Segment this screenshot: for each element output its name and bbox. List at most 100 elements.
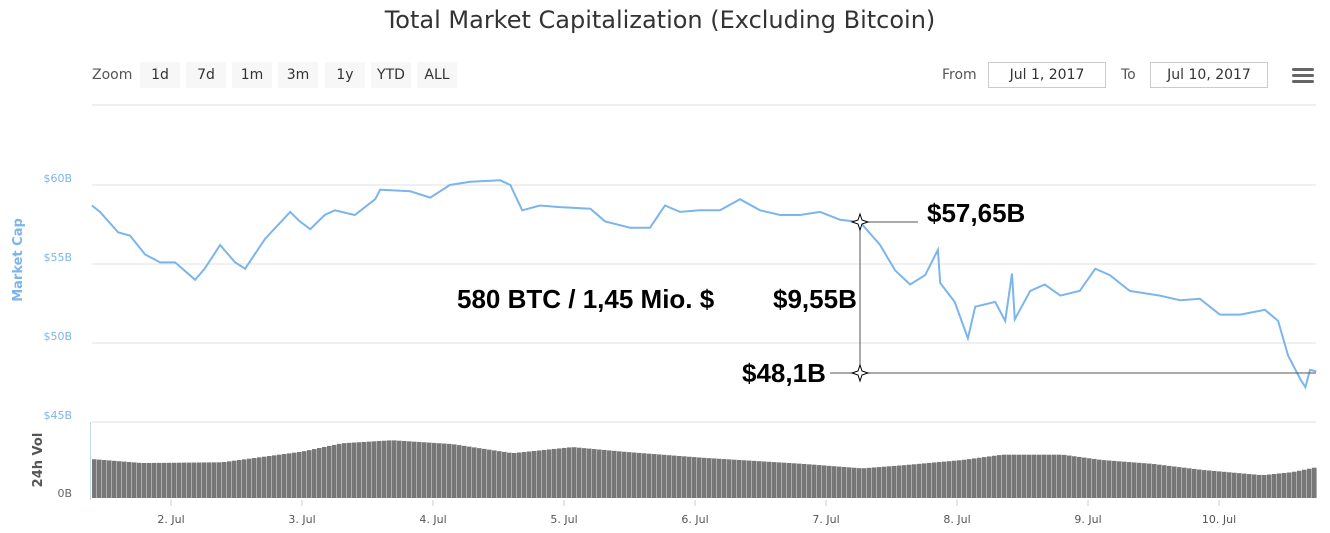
volume-bar	[912, 464, 917, 498]
volume-bar	[442, 443, 447, 498]
volume-bar	[1312, 467, 1317, 498]
volume-bar	[497, 451, 502, 498]
volume-bar	[967, 459, 972, 498]
volume-bar	[1237, 473, 1242, 498]
x-tick-label: 7. Jul	[812, 513, 839, 526]
volume-bar	[702, 457, 707, 498]
volume-bar	[852, 467, 857, 498]
volume-bar	[1112, 460, 1117, 498]
volume-bar	[792, 463, 797, 498]
from-label: From	[942, 67, 977, 83]
volume-bar	[1052, 454, 1057, 498]
volume-bar	[507, 452, 512, 498]
volume-bar	[977, 457, 982, 498]
volume-bar	[227, 461, 232, 498]
to-date-input[interactable]: Jul 10, 2017	[1150, 62, 1268, 88]
zoom-7d-button[interactable]: 7d	[186, 62, 226, 88]
volume-bar	[422, 442, 427, 498]
volume-bar	[662, 454, 667, 498]
volume-bar	[552, 448, 557, 498]
volume-bar	[202, 462, 207, 498]
zoom-1m-button[interactable]: 1m	[232, 62, 272, 88]
volume-tick-0b: 0B	[57, 487, 72, 500]
from-date-input[interactable]: Jul 1, 2017	[988, 62, 1106, 88]
volume-bar	[462, 445, 467, 498]
volume-bar	[152, 462, 157, 498]
volume-bar	[1192, 468, 1197, 498]
volume-bar	[802, 463, 807, 498]
zoom-ytd-button[interactable]: YTD	[371, 62, 411, 88]
hamburger-menu-icon[interactable]	[1292, 68, 1314, 86]
volume-bar	[1132, 462, 1137, 498]
volume-bar	[842, 466, 847, 498]
volume-bar	[1097, 459, 1102, 498]
volume-bar	[677, 455, 682, 498]
volume-bar	[197, 462, 202, 498]
volume-bar	[582, 448, 587, 498]
volume-bar	[222, 462, 227, 498]
volume-bar	[307, 450, 312, 498]
volume-bar	[397, 440, 402, 498]
volume-bar	[972, 458, 977, 498]
volume-bar	[1122, 461, 1127, 498]
volume-bar	[997, 455, 1002, 498]
volume-bar	[532, 450, 537, 498]
zoom-3m-button[interactable]: 3m	[278, 62, 318, 88]
volume-bar	[1302, 469, 1307, 498]
volume-bar	[142, 463, 147, 498]
volume-bar	[1202, 470, 1207, 498]
volume-bar	[212, 462, 217, 498]
volume-bar	[672, 455, 677, 498]
volume-bar	[657, 454, 662, 498]
volume-bar	[632, 452, 637, 498]
volume-bar	[1042, 454, 1047, 498]
volume-bar	[722, 459, 727, 498]
volume-bar	[407, 441, 412, 498]
volume-bar	[767, 461, 772, 498]
volume-bar	[927, 462, 932, 498]
volume-bar	[607, 450, 612, 498]
volume-bar	[1217, 471, 1222, 498]
zoom-all-button[interactable]: ALL	[417, 62, 457, 88]
volume-bar	[942, 461, 947, 498]
volume-bar	[282, 454, 287, 498]
zoom-1y-button[interactable]: 1y	[325, 62, 365, 88]
volume-bar	[847, 467, 852, 498]
volume-bar	[247, 458, 252, 498]
volume-bar	[872, 467, 877, 498]
volume-bar	[137, 462, 142, 498]
volume-bar	[102, 460, 107, 498]
x-tick-label: 4. Jul	[419, 513, 446, 526]
volume-bar	[172, 462, 177, 498]
volume-bar	[1227, 472, 1232, 498]
volume-bar	[1177, 467, 1182, 498]
volume-bar	[692, 457, 697, 498]
zoom-1d-button[interactable]: 1d	[140, 62, 180, 88]
volume-bar	[1207, 470, 1212, 498]
volume-bar	[762, 461, 767, 498]
y-tick-label: $50B	[43, 330, 72, 343]
volume-bar	[122, 461, 127, 498]
volume-bar	[357, 442, 362, 498]
volume-bar	[957, 460, 962, 498]
volume-bar	[537, 450, 542, 498]
volume-bar	[502, 451, 507, 498]
volume-bar	[187, 462, 192, 498]
volume-bar	[1247, 474, 1252, 498]
volume-bar	[177, 462, 182, 498]
volume-bar	[642, 453, 647, 498]
volume-bar	[147, 462, 152, 498]
volume-bar	[652, 454, 657, 498]
volume-bar	[887, 466, 892, 498]
volume-bar	[327, 445, 332, 498]
volume-bar	[237, 460, 242, 498]
annotation-high: $57,65B	[927, 198, 1026, 228]
volume-bar	[602, 449, 607, 498]
volume-bar	[302, 451, 307, 498]
volume-bar	[882, 466, 887, 498]
volume-bar	[1212, 470, 1217, 498]
volume-bar	[862, 468, 867, 498]
volume-bar	[1232, 472, 1237, 498]
